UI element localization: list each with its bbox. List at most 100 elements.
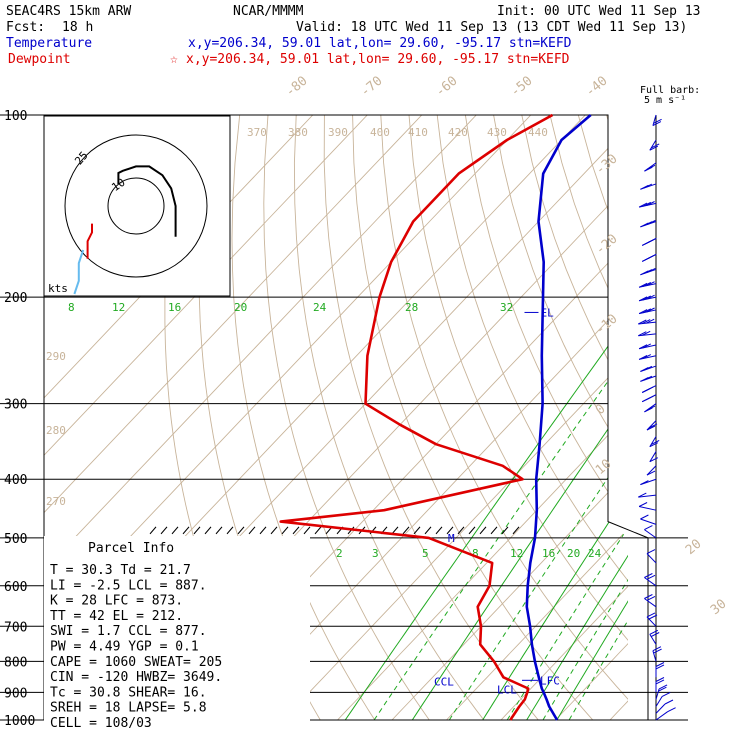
- hatch-mark: [182, 526, 190, 535]
- wind-barb: [644, 577, 657, 587]
- wind-barb-flag: [649, 442, 659, 448]
- wind-barb: [646, 553, 657, 564]
- hatch-mark: [303, 526, 311, 535]
- dry-adiabat-line: [436, 115, 628, 720]
- isotherm-line: [446, 115, 628, 720]
- mixing-ratio-label: 16: [168, 301, 181, 314]
- org-label: NCAR/MMMM: [233, 4, 304, 19]
- wind-barb-flag: [647, 267, 656, 273]
- wind-barb: [652, 114, 657, 126]
- wind-barb-flag: [655, 679, 665, 685]
- wind-barb-flag: [650, 632, 660, 637]
- mixing-ratio-line: [542, 296, 628, 720]
- theta-label: 410: [408, 126, 428, 139]
- wind-barb-flag: [653, 118, 662, 124]
- hatch-mark: [490, 526, 498, 535]
- wind-barb-flag: [645, 318, 655, 324]
- hodograph-units: kts: [48, 282, 68, 295]
- isotherm-line: [44, 115, 423, 720]
- wind-barb-flag: [649, 457, 659, 463]
- dewpoint-location: x,y=206.34, 59.01 lat,lon= 29.60, -95.17…: [186, 52, 570, 67]
- lfc-marker: LFC: [540, 674, 560, 687]
- dry-adiabat-line: [263, 115, 430, 720]
- theta-label: 420: [448, 126, 468, 139]
- parcel-info-row: T = 30.3 Td = 21.7: [50, 563, 191, 578]
- parcel-info-row: K = 28 LFC = 873.: [50, 594, 183, 609]
- hodograph-trace-low: [86, 223, 93, 259]
- wind-barb-flag: [638, 344, 648, 350]
- wind-barb-flag: [648, 423, 658, 429]
- wind-barb: [655, 703, 666, 714]
- dry-adiabat-line: [293, 115, 485, 720]
- dry-adiabat-line: [691, 115, 740, 720]
- parcel-info-row: CIN = -120 HWBZ= 3649.: [50, 670, 222, 685]
- wind-barb: [646, 616, 657, 627]
- mixing-ratio-line: [526, 296, 628, 720]
- valid-label: Valid: 18 UTC Wed 11 Sep 13 (13 CDT Wed …: [296, 20, 687, 35]
- wind-barb-flag: [638, 296, 648, 302]
- pressure-tick-label: 500: [4, 532, 27, 547]
- pressure-tick-label: 900: [4, 686, 27, 701]
- wind-barb-flag: [646, 574, 656, 580]
- wind-barb-flag: [655, 662, 665, 667]
- hodograph: 25 10 kts: [43, 115, 231, 297]
- hatch-mark: [402, 526, 410, 535]
- pressure-tick-label: 100: [4, 109, 27, 124]
- wind-barb-flag: [646, 294, 655, 300]
- parcel-info-row: SREH = 18 LAPSE= 5.8: [50, 701, 207, 716]
- wind-barb-flag: [646, 549, 656, 555]
- wind-barb-flag: [641, 319, 651, 325]
- dry-adiabat-line: [606, 115, 628, 720]
- isotherm-line: [282, 115, 628, 720]
- wind-barb-flag: [642, 201, 652, 207]
- wind-barb-flag: [638, 492, 647, 498]
- dewpoint-profile: [279, 113, 554, 721]
- wind-barb-flag: [655, 677, 665, 682]
- isotherm-line: [555, 115, 628, 720]
- wind-barb-flag: [642, 343, 652, 349]
- hatch-mark: [468, 526, 476, 535]
- dry-adiabat-line: [323, 115, 539, 720]
- wind-barb-flag: [638, 319, 647, 325]
- theta-label: 400: [370, 126, 390, 139]
- dry-adiabat-line: [380, 115, 628, 720]
- dry-adiabat-line: [464, 115, 628, 720]
- dry-adiabat-line: [635, 115, 740, 720]
- isotherm-line: [609, 115, 628, 720]
- isotherm-label: 20: [683, 537, 705, 559]
- dry-adiabat-line: [352, 115, 594, 720]
- wind-barb: [649, 451, 657, 462]
- wind-barb: [655, 696, 663, 707]
- wind-barb-flag: [648, 614, 658, 620]
- hatch-mark: [215, 526, 223, 535]
- isotherm-label: -50: [508, 73, 536, 100]
- hatch-mark: [446, 526, 454, 535]
- parcel-info-row: PW = 4.49 YGP = 0.1: [50, 640, 199, 655]
- dry-adiabat-line: [521, 115, 628, 720]
- wind-barb-flag: [646, 595, 656, 601]
- theta-label: 280: [46, 424, 66, 437]
- wind-barb-flag: [643, 365, 653, 371]
- hodograph-ring-inner: [107, 177, 165, 235]
- mixing-ratio-line: [482, 296, 628, 720]
- wind-barb-flag: [646, 281, 655, 287]
- isotherm-label: -30: [593, 151, 621, 178]
- hatch-mark: [248, 526, 256, 535]
- parcel-info-row: CELL = 108/03: [50, 716, 152, 731]
- hodograph-trace-lowest: [73, 249, 85, 295]
- wind-barb-flag: [642, 308, 652, 314]
- wind-barb-flag: [638, 502, 648, 507]
- hodograph-ring-outer: [64, 134, 208, 278]
- theta-label: 370: [247, 126, 267, 139]
- barb-caption-units: 5 m s⁻¹: [644, 95, 686, 106]
- wind-barb-flag: [645, 386, 654, 392]
- hodograph-ring-label: 10: [109, 176, 127, 194]
- hatch-mark: [160, 526, 168, 535]
- wind-barb: [638, 506, 657, 511]
- wind-barb: [655, 711, 668, 721]
- mixing-ratio-label: 12: [112, 301, 125, 314]
- mixing-ratio-label: 5: [422, 547, 429, 560]
- parcel-info-title: Parcel Info: [88, 541, 174, 556]
- parcel-info-row: Tc = 30.8 SHEAR= 16.: [50, 685, 207, 700]
- wind-barb-flag: [642, 295, 652, 301]
